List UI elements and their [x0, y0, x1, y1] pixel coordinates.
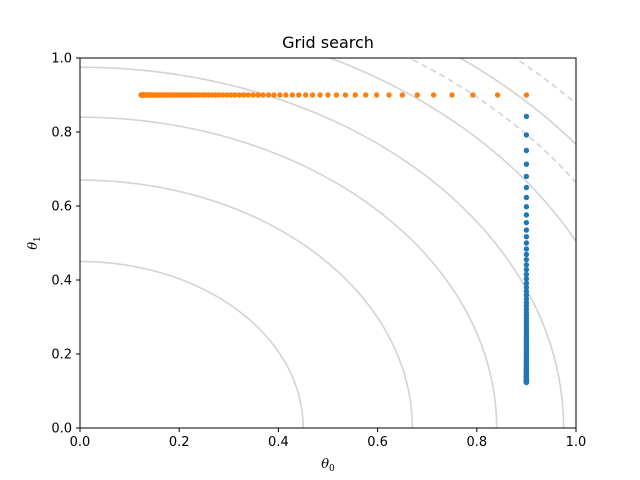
x-axis-ticks: 0.0 0.2 0.4 0.6 0.8 1.0 [70, 428, 587, 450]
data-point [224, 92, 230, 98]
data-point [296, 92, 302, 98]
y-tick-label: 0.6 [51, 200, 72, 215]
plot-frame [79, 57, 577, 429]
x-axis-label: θ0 [321, 457, 335, 474]
data-point [523, 276, 530, 282]
data-point [430, 92, 437, 98]
data-point [523, 271, 530, 278]
data-point [523, 256, 530, 263]
data-point [523, 161, 530, 167]
contour-line [513, 58, 576, 105]
y-axis-ticks: 0.0 0.2 0.4 0.6 0.8 1.0 [51, 52, 80, 437]
data-point [523, 173, 530, 180]
data-point [220, 92, 226, 98]
data-point [523, 246, 530, 252]
data-point [523, 240, 530, 246]
data-point [523, 92, 530, 98]
contour-line [407, 58, 576, 184]
data-point [523, 288, 530, 295]
x-tick-label: 0.0 [70, 435, 91, 450]
data-point [240, 92, 247, 98]
data-point [523, 113, 530, 120]
data-point [232, 92, 238, 98]
data-point [523, 204, 530, 210]
data-point [523, 262, 530, 268]
data-point [333, 92, 340, 98]
contour-line [458, 58, 576, 146]
data-point [255, 92, 261, 98]
data-point [523, 219, 530, 226]
y-tick-label: 1.0 [51, 52, 72, 67]
data-point [302, 92, 309, 98]
data-point [138, 92, 144, 98]
data-point [250, 92, 256, 98]
data-point [523, 194, 530, 201]
contour-line [80, 116, 498, 428]
data-point [289, 92, 295, 98]
data-point [325, 92, 331, 98]
data-point [352, 92, 358, 98]
data-point [523, 251, 530, 258]
data-point [386, 92, 392, 98]
data-point [342, 92, 349, 98]
x-tick-label: 0.2 [169, 435, 190, 450]
data-point [277, 92, 283, 98]
data-point [317, 92, 323, 98]
data-point [399, 92, 406, 98]
chart-title: Grid search [282, 33, 374, 52]
x-tick-label: 1.0 [566, 435, 587, 450]
data-point [283, 92, 289, 98]
data-point [414, 92, 420, 98]
y-tick-label: 0.2 [51, 348, 72, 363]
data-point [245, 92, 251, 98]
data-point [523, 292, 530, 298]
contour-line [80, 66, 565, 428]
data-point [449, 92, 455, 98]
data-point [523, 184, 530, 191]
data-point [523, 147, 530, 154]
data-point [260, 92, 266, 98]
data-points [138, 92, 530, 386]
data-point [523, 379, 530, 386]
data-point [228, 92, 234, 98]
data-point [523, 280, 530, 287]
data-point [265, 92, 272, 98]
contour-line [80, 260, 304, 428]
y-tick-label: 0.4 [51, 274, 72, 289]
x-tick-label: 0.6 [367, 435, 388, 450]
contour-line [327, 58, 576, 243]
data-point [523, 296, 530, 302]
contour-line [80, 179, 414, 428]
data-point [523, 234, 530, 240]
data-point [363, 92, 369, 98]
x-tick-label: 0.4 [268, 435, 289, 450]
data-point [271, 92, 277, 98]
y-tick-label: 0.0 [51, 422, 72, 437]
data-point [470, 92, 476, 98]
y-axis-label: θ1 [26, 236, 43, 250]
y-tick-label: 0.8 [51, 126, 72, 141]
data-point [523, 227, 530, 233]
data-point [523, 212, 530, 218]
data-point [494, 92, 501, 98]
data-point [309, 92, 316, 98]
contour-lines [80, 58, 576, 428]
data-point [523, 266, 530, 273]
data-point [236, 92, 242, 98]
data-point [523, 132, 530, 138]
data-point [523, 284, 530, 291]
data-point [373, 92, 380, 98]
x-tick-label: 0.8 [466, 435, 487, 450]
